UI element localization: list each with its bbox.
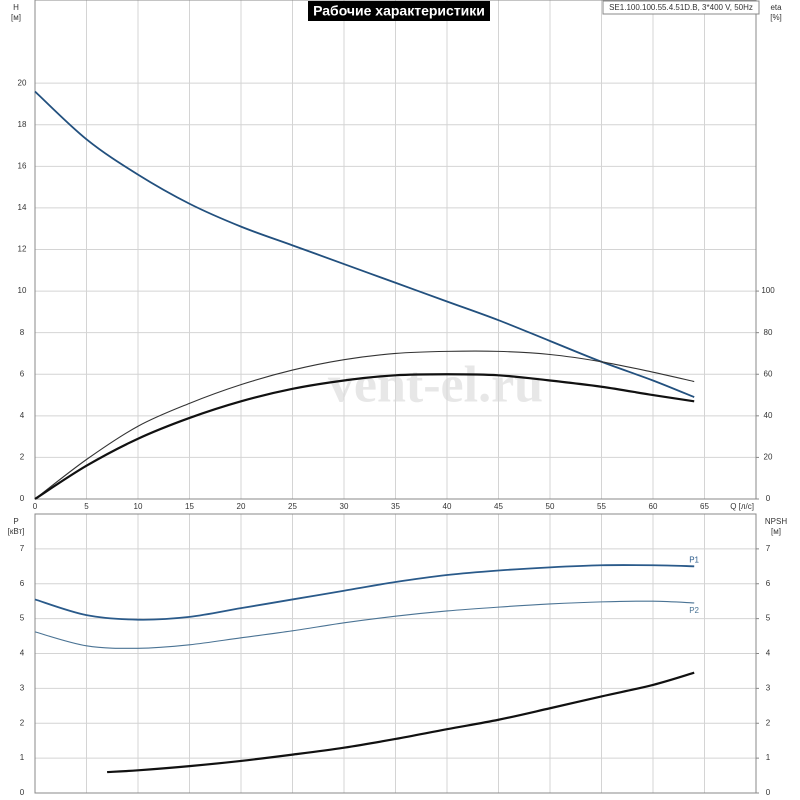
x-tick-label: 45 xyxy=(494,502,503,511)
y2-axis-unit: [%] xyxy=(770,13,782,22)
x-tick-label: 20 xyxy=(237,502,246,511)
y-tick-label: 6 xyxy=(20,579,25,588)
y-tick-label: 4 xyxy=(20,411,25,420)
curve xyxy=(34,600,695,649)
x-tick-label: 65 xyxy=(700,502,709,511)
y2-tick-label: 20 xyxy=(764,453,773,462)
y2-tick-label: 6 xyxy=(766,579,771,588)
x-tick-label: 15 xyxy=(185,502,194,511)
y-tick-label: 14 xyxy=(18,203,27,212)
y-tick-label: 7 xyxy=(20,544,25,553)
y2-axis-label: NPSH xyxy=(765,517,787,526)
y2-tick-label: 4 xyxy=(766,649,771,658)
y2-tick-label: 40 xyxy=(764,411,773,420)
y2-tick-label: 2 xyxy=(766,718,771,727)
x-tick-label: 5 xyxy=(84,502,89,511)
plot-frame xyxy=(34,0,757,500)
y2-tick-label: 100 xyxy=(761,286,775,295)
y-tick-label: 3 xyxy=(20,683,25,692)
y-tick-label: 4 xyxy=(20,649,25,658)
curve xyxy=(34,373,695,500)
y-tick-label: 8 xyxy=(20,328,25,337)
x-axis-label: Q [л/с] xyxy=(730,502,754,511)
subtitle-box xyxy=(602,0,760,15)
y2-tick-label: 0 xyxy=(766,788,771,797)
y2-tick-label: 3 xyxy=(766,683,771,692)
y2-tick-label: 60 xyxy=(764,369,773,378)
curve-label: P1 xyxy=(689,555,699,564)
curve xyxy=(34,90,695,398)
y2-tick-label: 5 xyxy=(766,614,771,623)
plot-frame xyxy=(34,513,757,794)
y2-axis-unit: [м] xyxy=(771,527,781,536)
y-axis-unit: [м] xyxy=(11,13,21,22)
y-tick-label: 2 xyxy=(20,718,25,727)
y-tick-label: 2 xyxy=(20,453,25,462)
y-axis-label: H xyxy=(13,3,19,12)
y2-tick-label: 0 xyxy=(766,494,771,503)
x-tick-label: 55 xyxy=(597,502,606,511)
x-tick-label: 30 xyxy=(340,502,349,511)
x-tick-label: 50 xyxy=(546,502,555,511)
watermark: vent-el.ru xyxy=(328,356,543,413)
y-axis-unit: [кВт] xyxy=(8,527,25,536)
y-axis-label: P xyxy=(13,517,18,526)
curve xyxy=(34,564,695,621)
y-tick-label: 1 xyxy=(20,753,25,762)
y-tick-label: 6 xyxy=(20,369,25,378)
x-tick-label: 10 xyxy=(134,502,143,511)
chart-title: Рабочие характеристики xyxy=(313,3,485,19)
y2-axis-label: eta xyxy=(770,3,782,12)
x-tick-label: 35 xyxy=(391,502,400,511)
y-tick-label: 16 xyxy=(18,161,27,170)
y-tick-label: 18 xyxy=(18,120,27,129)
x-tick-label: 60 xyxy=(649,502,658,511)
y2-tick-label: 7 xyxy=(766,544,771,553)
x-tick-label: 40 xyxy=(443,502,452,511)
y-tick-label: 20 xyxy=(18,78,27,87)
y-tick-label: 10 xyxy=(18,286,27,295)
curve xyxy=(34,350,695,500)
y-tick-label: 0 xyxy=(20,494,25,503)
curve xyxy=(107,671,695,774)
y2-tick-label: 1 xyxy=(766,753,771,762)
y-tick-label: 0 xyxy=(20,788,25,797)
y-tick-label: 12 xyxy=(18,245,27,254)
y2-tick-label: 80 xyxy=(764,328,773,337)
chart-subtitle: SE1.100.100.55.4.51D.B, 3*400 V, 50Hz xyxy=(609,3,753,12)
y-tick-label: 5 xyxy=(20,614,25,623)
title-box xyxy=(308,1,490,21)
curve-label: P2 xyxy=(689,606,699,615)
x-tick-label: 0 xyxy=(33,502,38,511)
x-tick-label: 25 xyxy=(288,502,297,511)
